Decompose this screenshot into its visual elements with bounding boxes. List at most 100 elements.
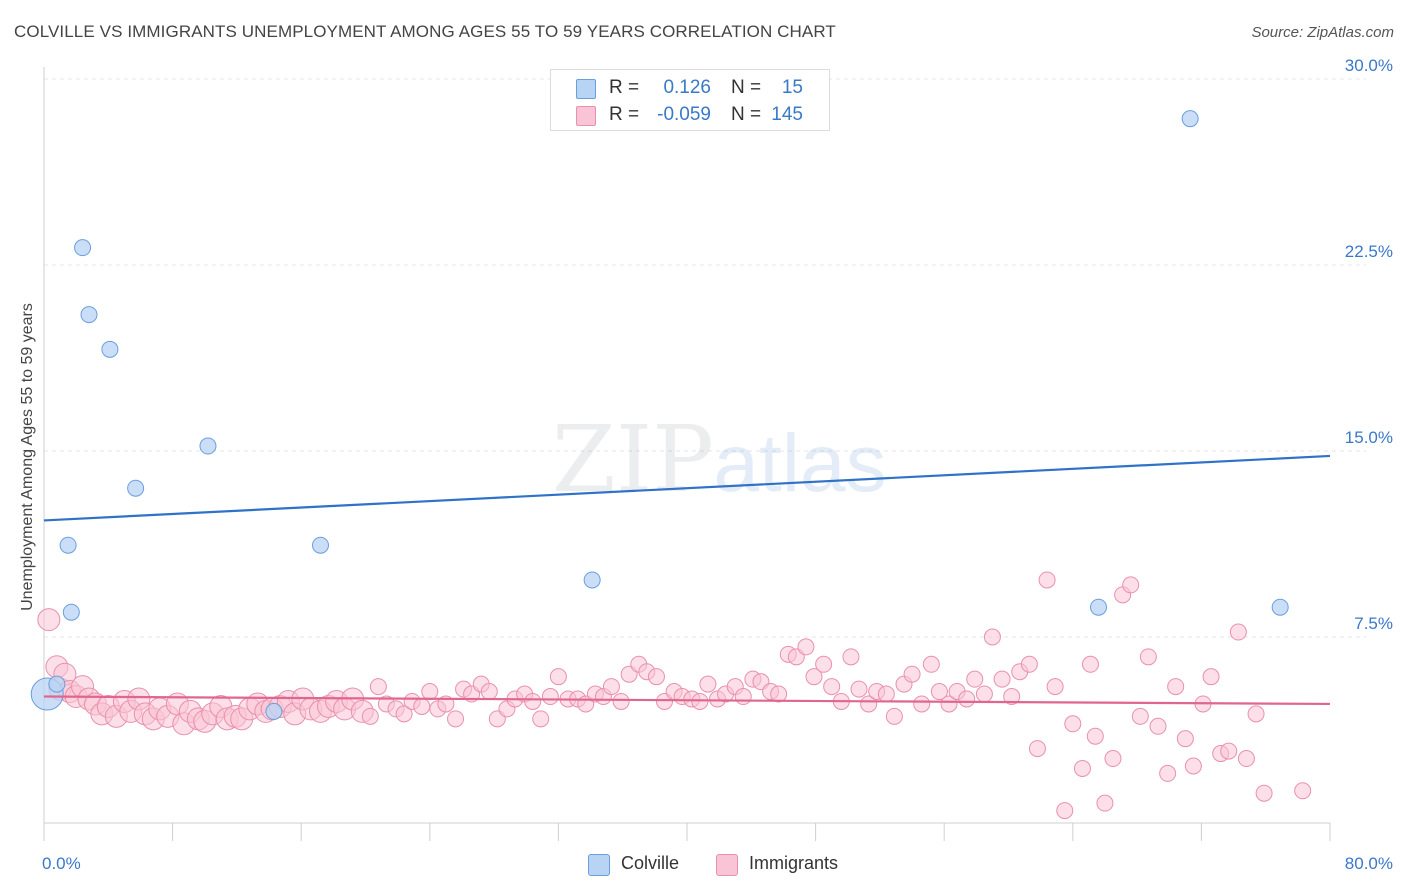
immigrants-point xyxy=(1020,655,1038,673)
immigrants-point xyxy=(1294,782,1312,800)
immigrants-point xyxy=(541,688,559,706)
colville-point xyxy=(1181,110,1199,128)
immigrants-point xyxy=(877,685,895,703)
watermark: ZIP atlas xyxy=(552,406,887,513)
immigrants-point xyxy=(1202,668,1220,686)
immigrants-point xyxy=(413,697,431,715)
colville-point xyxy=(583,571,601,589)
immigrants-trend-line xyxy=(43,695,1331,706)
immigrants-point xyxy=(1237,750,1255,768)
watermark-atlas: atlas xyxy=(713,418,886,509)
colville-point xyxy=(74,239,92,257)
colville-point xyxy=(48,675,66,693)
legend-row-colville: R = 0.126 N = 15 xyxy=(551,75,829,101)
immigrants-point xyxy=(983,628,1001,646)
n-label: N = xyxy=(731,104,762,125)
watermark-zip: ZIP xyxy=(552,406,714,513)
immigrants-point xyxy=(1159,764,1177,782)
immigrants-point xyxy=(958,690,976,708)
n-value: 145 xyxy=(771,104,803,125)
n-label: N = xyxy=(731,77,762,98)
legend-label: Colville xyxy=(621,853,680,873)
immigrants-point xyxy=(797,638,815,656)
immigrants-point xyxy=(1038,571,1056,589)
immigrants-point xyxy=(524,692,542,710)
immigrants-point xyxy=(532,710,550,728)
tick-labels: 7.5% 15.0% 22.5% 30.0% 0.0% 80.0% xyxy=(42,56,1393,873)
immigrants-point xyxy=(647,668,665,686)
immigrants-point xyxy=(1028,740,1046,758)
immigrants-point xyxy=(734,688,752,706)
immigrants-point xyxy=(421,683,439,701)
immigrants-point xyxy=(903,665,921,683)
legend-label: Immigrants xyxy=(749,853,839,873)
immigrants-point xyxy=(1104,750,1122,768)
x-tick-label: 0.0% xyxy=(42,854,81,873)
colville-point xyxy=(62,603,80,621)
immigrants-swatch xyxy=(716,854,738,876)
immigrants-point xyxy=(1176,730,1194,748)
immigrants-point xyxy=(1122,576,1140,594)
immigrants-point xyxy=(1149,717,1167,735)
immigrants-point xyxy=(805,668,823,686)
colville-point xyxy=(1271,598,1289,616)
immigrants-point xyxy=(823,678,841,696)
n-value: 15 xyxy=(781,77,803,98)
immigrants-point xyxy=(369,678,387,696)
immigrants-points xyxy=(37,571,1312,820)
r-label: R = xyxy=(609,104,640,125)
immigrants-point xyxy=(975,685,993,703)
immigrants-point xyxy=(1247,705,1265,723)
immigrants-point xyxy=(885,707,903,725)
colville-trend-line xyxy=(43,454,1331,522)
trend-lines xyxy=(43,454,1331,706)
immigrants-point xyxy=(1096,794,1114,812)
y-tick-label: 30.0% xyxy=(1345,56,1393,75)
immigrants-point xyxy=(1167,678,1185,696)
immigrants-point xyxy=(770,685,788,703)
chart-title: COLVILLE VS IMMIGRANTS UNEMPLOYMENT AMON… xyxy=(14,22,836,41)
colville-point xyxy=(311,536,329,554)
colville-point xyxy=(80,306,98,324)
r-label: R = xyxy=(609,77,640,98)
legend-row-immigrants: R = -0.059 N = 145 xyxy=(551,102,829,128)
immigrants-point xyxy=(1064,715,1082,733)
colville-point xyxy=(1090,598,1108,616)
immigrants-point xyxy=(913,695,931,713)
immigrants-point xyxy=(699,675,717,693)
immigrants-point xyxy=(993,670,1011,688)
gridlines xyxy=(44,78,1366,638)
y-tick-label: 15.0% xyxy=(1345,428,1393,447)
y-tick-label: 7.5% xyxy=(1354,614,1393,633)
immigrants-point xyxy=(1139,648,1157,666)
immigrants-point xyxy=(1229,623,1247,641)
colville-point xyxy=(59,536,77,554)
correlation-legend: R = 0.126 N = 15 R = -0.059 N = 145 xyxy=(550,69,830,131)
source-label: Source: ZipAtlas.com xyxy=(1251,24,1394,41)
immigrants-point xyxy=(1131,707,1149,725)
immigrants-point xyxy=(1184,757,1202,775)
immigrants-point xyxy=(1081,655,1099,673)
colville-swatch xyxy=(576,79,596,99)
immigrants-point xyxy=(1220,742,1238,760)
immigrants-point xyxy=(612,692,630,710)
r-value: 0.126 xyxy=(663,77,711,98)
immigrants-point xyxy=(447,710,465,728)
immigrants-point xyxy=(842,648,860,666)
immigrants-point xyxy=(966,670,984,688)
immigrants-point xyxy=(361,707,379,725)
immigrants-point xyxy=(922,655,940,673)
immigrants-point xyxy=(850,680,868,698)
immigrants-point xyxy=(549,668,567,686)
colville-point xyxy=(101,340,119,358)
colville-point xyxy=(265,702,283,720)
colville-point xyxy=(127,479,145,497)
immigrants-point xyxy=(1046,678,1064,696)
immigrants-point xyxy=(940,695,958,713)
immigrants-swatch xyxy=(576,106,596,126)
immigrants-point xyxy=(395,705,413,723)
immigrants-point xyxy=(480,683,498,701)
immigrants-point xyxy=(37,608,61,632)
immigrants-point xyxy=(1073,759,1091,777)
